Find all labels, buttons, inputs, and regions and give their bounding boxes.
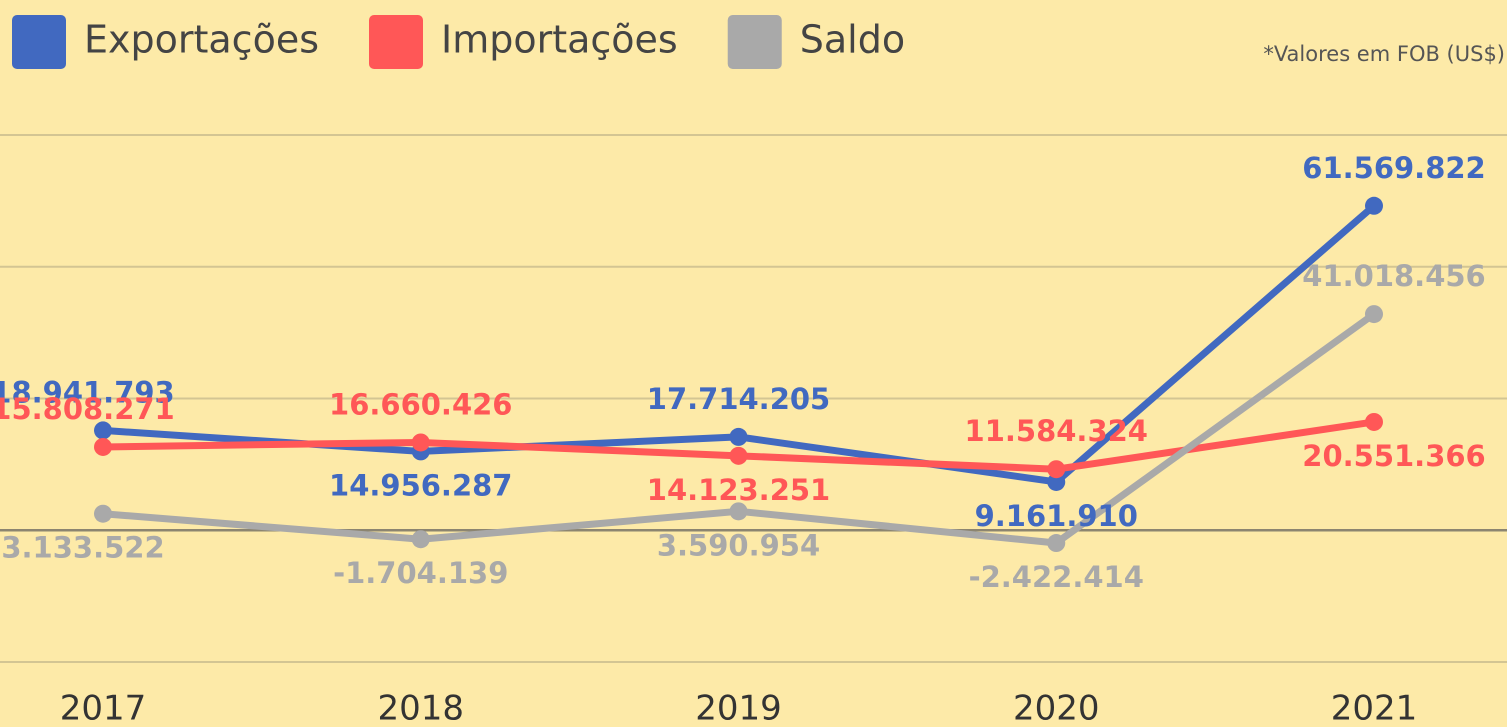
value-label: 15.808.271 xyxy=(0,392,175,426)
x-tick-label: 2017 xyxy=(60,689,147,727)
point xyxy=(411,530,430,549)
value-label: 3.133.522 xyxy=(1,531,164,565)
value-label: -1.704.139 xyxy=(333,556,508,590)
point xyxy=(729,502,748,521)
point xyxy=(94,421,112,440)
point xyxy=(729,427,748,446)
point xyxy=(94,437,112,456)
value-label: 61.569.822 xyxy=(1302,151,1485,185)
value-label: -2.422.414 xyxy=(969,560,1144,594)
x-tick-label: 2021 xyxy=(1331,689,1418,727)
legend-label: Importações xyxy=(441,18,678,62)
note: *Valores em FOB (US$) xyxy=(1263,42,1505,66)
value-label: 17.714.205 xyxy=(647,382,830,416)
x-tick-label: 2019 xyxy=(695,689,782,727)
legend-swatch xyxy=(12,15,66,69)
point xyxy=(1047,460,1066,479)
point xyxy=(729,446,748,465)
x-tick-label: 2018 xyxy=(377,689,464,727)
legend-swatch xyxy=(369,15,423,69)
value-label: 20.551.366 xyxy=(1302,439,1485,473)
point xyxy=(1047,472,1066,491)
point xyxy=(1365,412,1383,431)
value-label: 18.941.793 xyxy=(0,375,175,409)
value-label: 14.123.251 xyxy=(647,473,830,507)
x-tick-label: 2020 xyxy=(1013,689,1100,727)
value-label: 16.660.426 xyxy=(329,387,512,421)
value-label: 14.956.287 xyxy=(329,468,512,502)
value-label: 11.584.324 xyxy=(965,414,1148,448)
point xyxy=(94,504,112,523)
point xyxy=(411,433,430,452)
point xyxy=(1365,196,1383,215)
legend-label: Saldo xyxy=(800,18,905,62)
legend-swatch xyxy=(727,15,782,69)
legend-label: Exportações xyxy=(84,18,319,62)
value-label: 41.018.456 xyxy=(1302,259,1485,293)
point xyxy=(1047,534,1066,553)
point xyxy=(1365,305,1383,324)
value-label: 9.161.910 xyxy=(975,499,1138,533)
value-label: 3.590.954 xyxy=(657,528,820,562)
